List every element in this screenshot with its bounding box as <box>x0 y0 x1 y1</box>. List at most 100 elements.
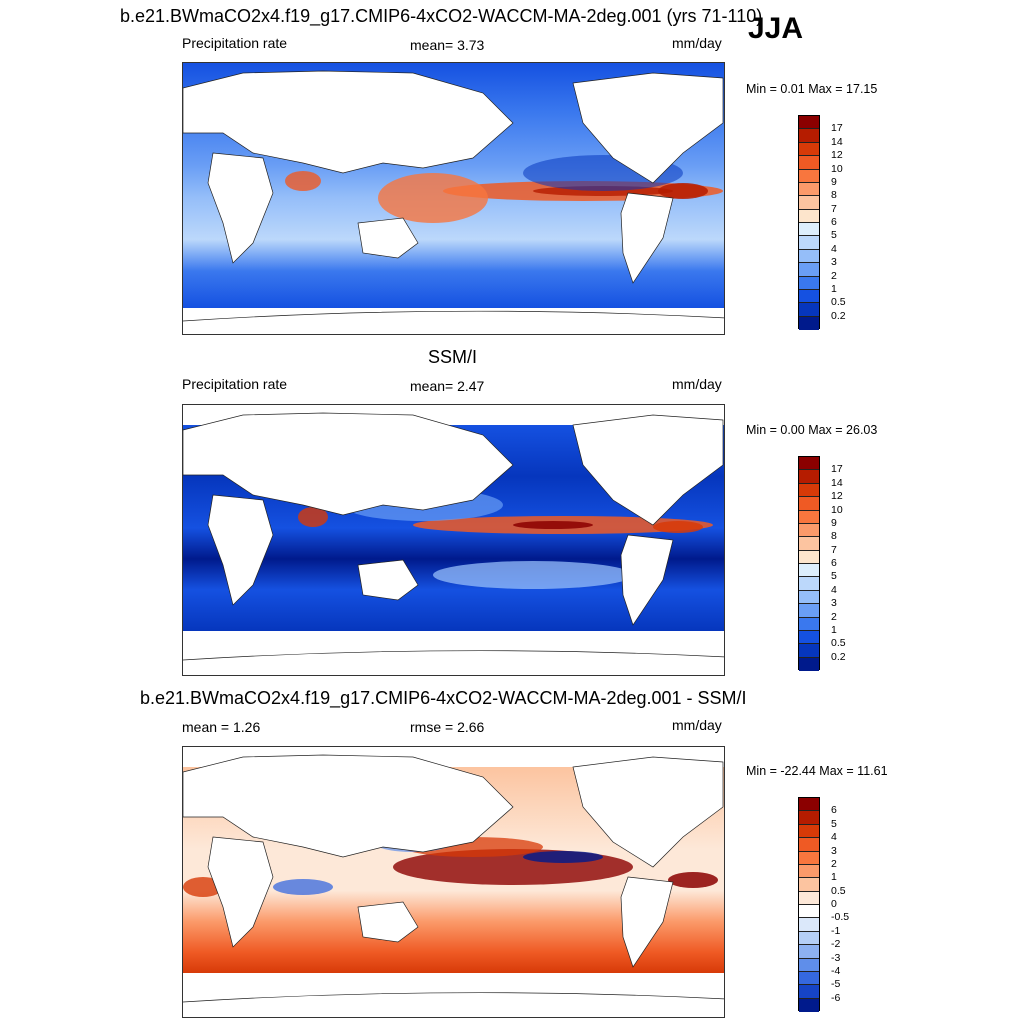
colorbar-tick-label: 10 <box>831 503 843 516</box>
colorbar-tick-label: 0.5 <box>831 296 846 309</box>
panel-3-rmse-label: rmse = 2.66 <box>410 719 485 735</box>
colorbar-tick-label: 1 <box>831 623 837 636</box>
colorbar-segment <box>799 918 819 932</box>
colorbar-tick-label: 2 <box>831 857 837 870</box>
colorbar-tick-label: -1 <box>831 924 841 937</box>
colorbar-tick-label: 2 <box>831 269 837 282</box>
colorbar-segment <box>799 798 819 812</box>
colorbar-segment <box>799 577 819 591</box>
colorbar-segment <box>799 169 819 183</box>
colorbar-segment <box>799 851 819 865</box>
panel-2-title: SSM/I <box>428 347 478 367</box>
panel-3-mean-label: mean = 1.26 <box>182 719 261 735</box>
colorbar-segment <box>799 209 819 223</box>
colorbar-tick-label: -5 <box>831 978 841 991</box>
colorbar-segment <box>799 457 819 471</box>
panel-1-map-plot <box>183 63 724 334</box>
colorbar-tick-label: 6 <box>831 557 837 569</box>
colorbar-tick-label: 17 <box>831 463 843 476</box>
colorbar-segment <box>799 537 819 551</box>
colorbar-segment <box>799 891 819 905</box>
panel-3-map-plot <box>183 747 724 1017</box>
colorbar-tick-label: -4 <box>831 964 841 977</box>
colorbar-tick-label: -6 <box>831 991 841 1004</box>
colorbar-tick-label: -0.5 <box>831 911 850 924</box>
colorbar-tick-label: 9 <box>831 516 837 529</box>
colorbar-tick-label: 0.2 <box>831 650 846 663</box>
colorbar-tick-label: 0.5 <box>831 637 846 650</box>
colorbar-tick-label: 12 <box>831 149 843 162</box>
panel-3-units-label: mm/day <box>672 717 722 733</box>
colorbar-tick-label: -2 <box>831 938 841 951</box>
colorbar-segment <box>799 564 819 578</box>
colorbar-segment <box>799 223 819 237</box>
colorbar-tick-label: 12 <box>831 490 843 503</box>
panel-2-colorbar <box>798 456 820 671</box>
panel-1-title: b.e21.BWmaCO2x4.f19_g17.CMIP6-4xCO2-WACC… <box>120 6 763 26</box>
season-label: JJA <box>748 12 804 45</box>
colorbar-segment <box>799 289 819 304</box>
colorbar-segment <box>799 470 819 484</box>
colorbar-tick-label: 4 <box>831 583 837 596</box>
colorbar-segment <box>799 523 819 538</box>
colorbar-tick-label: 5 <box>831 817 837 830</box>
colorbar-segment <box>799 142 819 157</box>
colorbar-segment <box>799 316 819 330</box>
panel-1-units-label: mm/day <box>672 35 722 51</box>
colorbar-segment <box>799 510 819 524</box>
panel-1-map <box>182 62 725 335</box>
colorbar-tick-label: 0 <box>831 898 837 910</box>
colorbar-segment <box>799 156 819 170</box>
panel-2-mean-label: mean= 2.47 <box>410 378 485 394</box>
colorbar-segment <box>799 590 819 605</box>
colorbar-tick-label: 17 <box>831 122 843 135</box>
colorbar-tick-label: 0.5 <box>831 884 846 897</box>
colorbar-tick-label: 14 <box>831 135 843 148</box>
colorbar-tick-label: 3 <box>831 256 837 269</box>
colorbar-segment <box>799 604 819 618</box>
colorbar-segment <box>799 196 819 210</box>
panel-1-minmax-label: Min = 0.01 Max = 17.15 <box>746 82 878 96</box>
colorbar-tick-label: 14 <box>831 476 843 489</box>
panel-3-map <box>182 746 725 1018</box>
colorbar-segment <box>799 182 819 197</box>
colorbar-tick-label: 3 <box>831 597 837 610</box>
colorbar-tick-label: 7 <box>831 543 837 556</box>
colorbar-tick-label: 1 <box>831 871 837 884</box>
colorbar-tick-label: 2 <box>831 610 837 623</box>
colorbar-segment <box>799 236 819 250</box>
colorbar-segment <box>799 864 819 879</box>
colorbar-segment <box>799 945 819 959</box>
colorbar-segment <box>799 303 819 317</box>
colorbar-tick-label: 5 <box>831 229 837 242</box>
colorbar-segment <box>799 838 819 852</box>
colorbar-tick-label: 8 <box>831 189 837 202</box>
colorbar-segment <box>799 249 819 264</box>
colorbar-segment <box>799 657 819 671</box>
colorbar-segment <box>799 483 819 498</box>
colorbar-segment <box>799 550 819 564</box>
colorbar-tick-label: 6 <box>831 804 837 817</box>
colorbar-segment <box>799 878 819 892</box>
colorbar-segment <box>799 905 819 919</box>
colorbar-tick-label: 5 <box>831 570 837 583</box>
colorbar-tick-label: 3 <box>831 844 837 857</box>
colorbar-segment <box>799 824 819 839</box>
panel-2-units-label: mm/day <box>672 376 722 392</box>
colorbar-tick-label: -3 <box>831 951 841 964</box>
panel-2-variable-label: Precipitation rate <box>182 376 288 392</box>
panel-1-mean-label: mean= 3.73 <box>410 37 485 53</box>
colorbar-segment <box>799 630 819 645</box>
colorbar-tick-label: 6 <box>831 216 837 228</box>
colorbar-segment <box>799 617 819 631</box>
colorbar-segment <box>799 276 819 290</box>
panel-3-minmax-label: Min = -22.44 Max = 11.61 <box>746 764 888 778</box>
colorbar-segment <box>799 998 819 1012</box>
colorbar-tick-label: 9 <box>831 175 837 188</box>
colorbar-segment <box>799 116 819 130</box>
colorbar-tick-label: 4 <box>831 242 837 255</box>
colorbar-segment <box>799 958 819 972</box>
panel-3-colorbar <box>798 797 820 1012</box>
panel-3-title: b.e21.BWmaCO2x4.f19_g17.CMIP6-4xCO2-WACC… <box>140 688 747 708</box>
colorbar-segment <box>799 985 819 999</box>
